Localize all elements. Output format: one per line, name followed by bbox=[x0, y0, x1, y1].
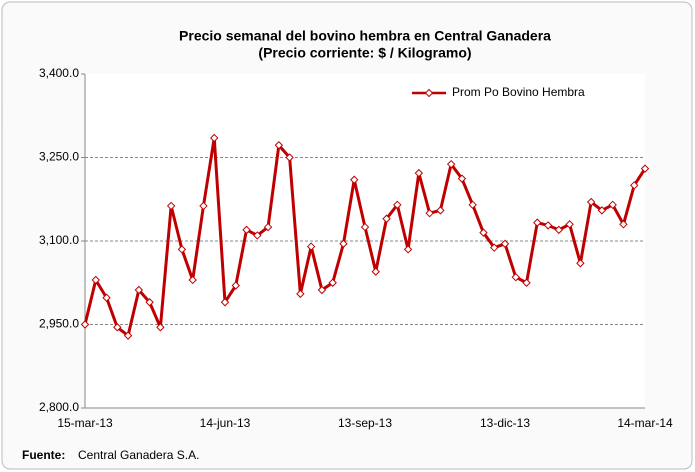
point-marker bbox=[554, 225, 564, 235]
point-marker bbox=[253, 231, 262, 240]
point-marker bbox=[543, 221, 553, 230]
x-tick-label: 13-dic-13 bbox=[480, 416, 530, 430]
legend-marker bbox=[424, 88, 434, 98]
point-marker bbox=[403, 245, 413, 254]
point-marker bbox=[231, 281, 240, 290]
x-tick-label: 14-mar-14 bbox=[617, 416, 673, 430]
y-tick-label: 3,250.0 bbox=[39, 150, 79, 164]
point-marker bbox=[134, 285, 144, 295]
point-marker bbox=[522, 278, 531, 287]
point-marker bbox=[414, 168, 424, 178]
x-tick-label: 13-sep-13 bbox=[338, 416, 392, 430]
point-marker bbox=[80, 320, 90, 329]
point-marker bbox=[586, 197, 596, 207]
point-marker bbox=[630, 181, 639, 190]
point-marker bbox=[565, 220, 574, 229]
point-marker bbox=[102, 293, 111, 302]
point-marker bbox=[597, 206, 607, 215]
point-marker bbox=[479, 228, 488, 237]
point-marker bbox=[91, 275, 100, 285]
point-marker bbox=[393, 200, 402, 210]
y-tick-label: 2,950.0 bbox=[39, 317, 79, 331]
point-marker bbox=[113, 323, 122, 332]
point-marker bbox=[425, 208, 434, 218]
point-marker bbox=[382, 214, 391, 223]
point-marker bbox=[220, 298, 230, 307]
point-marker bbox=[210, 133, 219, 143]
point-marker bbox=[177, 245, 187, 254]
y-tick-label: 3,400.0 bbox=[39, 66, 79, 80]
point-marker bbox=[274, 141, 284, 150]
y-tick-label: 3,100.0 bbox=[39, 233, 79, 247]
point-marker bbox=[511, 272, 520, 282]
legend-label: Prom Po Bovino Hembra bbox=[452, 85, 585, 99]
point-marker bbox=[608, 200, 617, 210]
x-tick-label: 15-mar-13 bbox=[57, 416, 113, 430]
point-marker bbox=[619, 220, 628, 229]
point-marker bbox=[296, 289, 305, 299]
chart-subtitle: (Precio corriente: $ / Kilogramo) bbox=[258, 45, 471, 61]
point-marker bbox=[156, 323, 165, 332]
point-marker bbox=[328, 278, 337, 287]
point-marker bbox=[285, 153, 294, 162]
point-marker bbox=[317, 285, 327, 295]
source-label: Fuente: bbox=[22, 448, 65, 462]
point-marker bbox=[436, 206, 445, 215]
point-marker bbox=[188, 275, 197, 285]
point-marker bbox=[263, 222, 273, 232]
point-marker bbox=[339, 239, 348, 248]
chart-title: Precio semanal del bovino hembra en Cent… bbox=[179, 28, 551, 44]
point-marker bbox=[242, 225, 251, 235]
point-marker bbox=[446, 159, 456, 169]
point-marker bbox=[500, 239, 510, 248]
point-marker bbox=[576, 259, 585, 268]
point-marker bbox=[123, 331, 133, 340]
point-marker bbox=[468, 200, 477, 210]
point-marker bbox=[533, 218, 542, 227]
point-marker bbox=[640, 164, 650, 173]
point-marker bbox=[360, 222, 370, 232]
point-marker bbox=[371, 267, 380, 276]
y-tick-label: 2,800.0 bbox=[39, 400, 79, 414]
point-marker bbox=[166, 201, 176, 211]
point-marker bbox=[306, 242, 316, 251]
point-marker bbox=[490, 243, 499, 252]
point-marker bbox=[457, 174, 467, 183]
x-tick-label: 14-jun-13 bbox=[200, 416, 251, 430]
point-marker bbox=[350, 175, 359, 184]
point-marker bbox=[145, 298, 154, 307]
point-marker bbox=[199, 201, 208, 211]
source-text: Central Ganadera S.A. bbox=[78, 448, 199, 462]
